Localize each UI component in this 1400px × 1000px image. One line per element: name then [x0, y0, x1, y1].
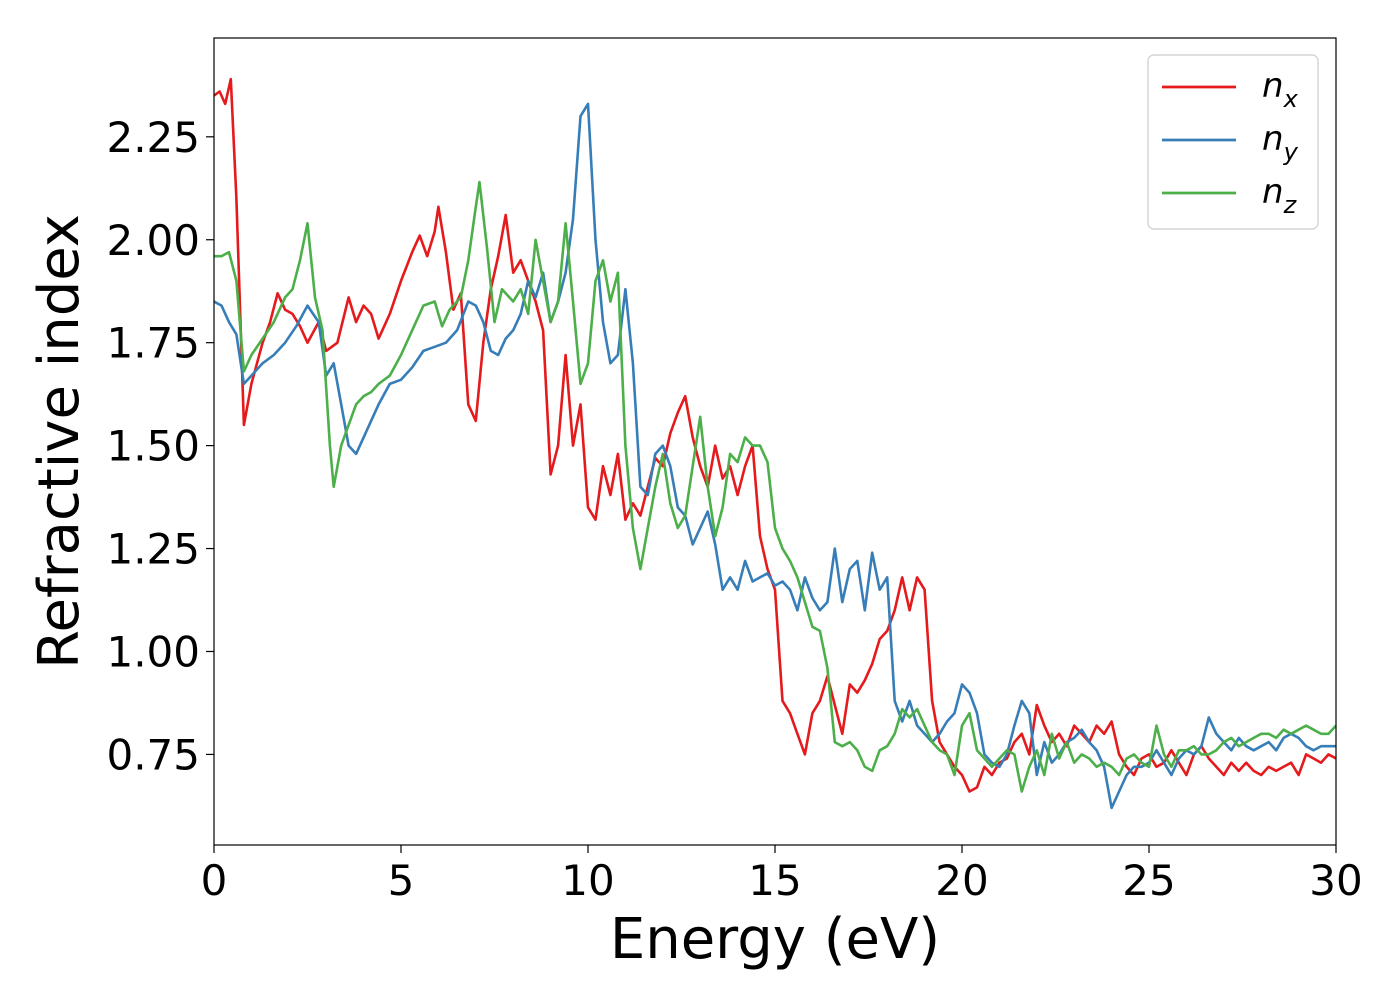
series-line-n-z: [214, 180, 1336, 793]
y-tick-label: 1.25: [106, 525, 200, 574]
x-tick-label: 30: [1309, 856, 1362, 905]
y-tick-label: 0.75: [106, 730, 200, 779]
x-tick-label: 0: [201, 856, 228, 905]
y-tick-label: 2.25: [106, 113, 200, 162]
x-axis: 0 5 10 15 20 25 30: [201, 845, 1363, 905]
y-axis-title: Refractive index: [27, 214, 92, 669]
series-layer: [214, 77, 1336, 810]
x-tick-label: 15: [748, 856, 801, 905]
y-tick-label: 1.75: [106, 319, 200, 368]
y-tick-label: 1.00: [106, 627, 200, 676]
y-tick-label: 2.00: [106, 216, 200, 265]
x-tick-label: 25: [1122, 856, 1175, 905]
legend-frame: [1147, 54, 1319, 230]
y-axis: 0.75 1.00 1.25 1.50 1.75 2.00 2.25: [106, 113, 214, 779]
x-axis-title: Energy (eV): [610, 907, 940, 972]
x-tick-label: 5: [388, 856, 415, 905]
x-tick-label: 20: [935, 856, 988, 905]
x-tick-label: 10: [561, 856, 614, 905]
y-tick-label: 1.50: [106, 422, 200, 471]
